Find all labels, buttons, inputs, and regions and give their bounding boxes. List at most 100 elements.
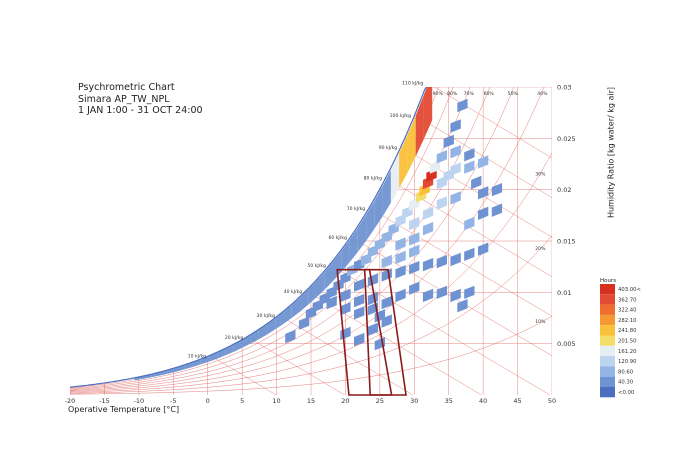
heatmap-cell bbox=[192, 359, 201, 367]
heatmap-cell bbox=[422, 222, 434, 236]
heatmap-cell bbox=[176, 365, 185, 372]
heatmap-cell bbox=[436, 196, 447, 210]
rh-label: 90% bbox=[433, 91, 444, 97]
legend-swatch bbox=[600, 284, 615, 295]
legend-label: 362.70 bbox=[618, 297, 637, 303]
y-tick-label: 0.025 bbox=[557, 135, 576, 143]
rh-line bbox=[70, 235, 552, 394]
enthalpy-label: 30 kJ/kg bbox=[257, 313, 276, 319]
enthalpy-line bbox=[209, 355, 277, 395]
heatmap-cell bbox=[167, 367, 176, 374]
heatmap-cell bbox=[298, 316, 310, 330]
heatmap-cell bbox=[464, 160, 475, 174]
rh-line bbox=[70, 87, 460, 389]
comfort-zone-polygon bbox=[363, 268, 407, 396]
x-tick-label: 15 bbox=[307, 397, 315, 405]
heatmap-cell bbox=[374, 186, 383, 229]
heatmap-cell bbox=[450, 288, 461, 303]
x-tick-label: 45 bbox=[513, 397, 521, 405]
heatmap-cell bbox=[422, 257, 434, 272]
heatmap-cell bbox=[242, 335, 251, 348]
heatmap-cell bbox=[450, 191, 461, 205]
rh-label: 60% bbox=[484, 91, 495, 97]
legend-swatch bbox=[600, 345, 615, 357]
enthalpy-label: 110 kJ/kg bbox=[402, 81, 423, 87]
legend-label: 120.90 bbox=[618, 359, 637, 365]
enthalpy-line bbox=[369, 207, 552, 358]
heatmap-cell bbox=[409, 216, 420, 231]
heatmap-cell bbox=[409, 232, 420, 246]
legend-label: 403.00< bbox=[618, 287, 641, 293]
y-tick-label: 0.015 bbox=[557, 238, 576, 246]
y-axis-title: Humidity Ratio [kg water/ kg air] bbox=[606, 86, 616, 219]
heatmap-cell bbox=[209, 352, 218, 362]
rh-label: 80% bbox=[447, 91, 458, 97]
heatmap-cell bbox=[443, 134, 454, 149]
x-tick-label: 50 bbox=[548, 397, 556, 405]
x-tick-label: -5 bbox=[170, 397, 176, 405]
heatmap-cell bbox=[436, 150, 447, 164]
heatmap-cell bbox=[324, 261, 333, 290]
chart-title-line-1: Psychrometric Chart bbox=[78, 82, 175, 93]
heatmap-cell bbox=[316, 271, 325, 298]
legend-swatch bbox=[600, 376, 615, 387]
heatmap-cell bbox=[266, 318, 276, 335]
heatmap-cell bbox=[381, 254, 392, 269]
enthalpy-label: 80 kJ/kg bbox=[364, 176, 383, 182]
heatmap-cell bbox=[478, 155, 489, 169]
legend-swatch bbox=[600, 335, 615, 346]
heatmap-cell bbox=[184, 362, 193, 370]
heatmap-cell bbox=[217, 348, 226, 359]
heatmap-cell bbox=[471, 175, 482, 190]
legend-label: 241.80 bbox=[618, 328, 637, 334]
heatmap-cell bbox=[491, 183, 503, 197]
heatmap-cell bbox=[300, 289, 309, 312]
heatmap-cell bbox=[422, 288, 434, 303]
heatmap-cell bbox=[395, 237, 406, 251]
heatmap-cell bbox=[436, 254, 447, 269]
y-tick-label: 0.03 bbox=[557, 84, 571, 92]
heatmap-cell bbox=[478, 242, 489, 256]
x-tick-label: 25 bbox=[376, 397, 384, 405]
heatmap-cell bbox=[151, 372, 160, 378]
legend-swatch bbox=[600, 387, 615, 398]
heatmap-cell bbox=[457, 98, 468, 113]
enthalpy-line bbox=[247, 336, 345, 395]
heatmap-cell bbox=[457, 299, 468, 313]
x-tick-label: 35 bbox=[445, 397, 453, 405]
heatmap-cell bbox=[478, 186, 489, 200]
heatmap-cell bbox=[354, 278, 365, 292]
enthalpy-line bbox=[427, 87, 552, 201]
enthalpy-label: 60 kJ/kg bbox=[328, 235, 347, 241]
enthalpy-label: 20 kJ/kg bbox=[225, 335, 244, 341]
heatmap-cell bbox=[390, 153, 400, 203]
heatmap-cell bbox=[340, 302, 351, 316]
heatmap-cell bbox=[349, 227, 358, 263]
x-tick-label: 10 bbox=[272, 397, 280, 405]
enthalpy-line bbox=[385, 177, 552, 319]
heatmap-cell bbox=[354, 332, 365, 347]
heatmap-cell bbox=[357, 214, 367, 252]
enthalpy-label: 50 kJ/kg bbox=[307, 263, 326, 269]
heatmap-cell bbox=[285, 329, 296, 344]
heatmap-cell bbox=[366, 200, 375, 241]
rh-label: 30% bbox=[535, 172, 546, 178]
legend-label: 322.40 bbox=[618, 308, 637, 314]
heatmap-cell bbox=[291, 297, 300, 318]
heatmap-cell bbox=[464, 285, 475, 299]
x-tick-label: 40 bbox=[479, 397, 487, 405]
rh-line bbox=[70, 152, 552, 393]
saturation-curve bbox=[69, 86, 427, 388]
rh-line bbox=[70, 87, 522, 392]
heatmap-cell bbox=[354, 293, 365, 308]
heatmap-cell bbox=[225, 344, 234, 356]
legend-label: 161.20 bbox=[618, 349, 637, 355]
heatmap-cell bbox=[436, 285, 447, 299]
legend-label: 80.60 bbox=[618, 369, 634, 375]
heatmap-cell bbox=[478, 206, 489, 220]
heatmap-cell bbox=[250, 330, 259, 344]
heatmap-cell bbox=[333, 251, 342, 281]
x-axis-title: Operative Temperature [°C] bbox=[68, 405, 180, 414]
heatmap-cell bbox=[275, 312, 284, 330]
